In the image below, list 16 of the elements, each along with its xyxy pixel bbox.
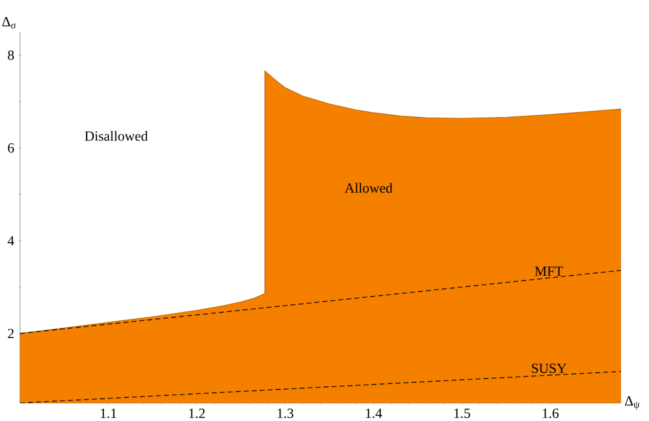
y-tick-label: 6 (8, 143, 14, 153)
x-tick-label: 1.1 (100, 408, 116, 418)
series-label: SUSY (532, 364, 566, 374)
annotation: Disallowed (84, 130, 148, 141)
x-tick-label: 1.3 (278, 408, 294, 418)
annotation: Allowed (344, 182, 392, 193)
x-tick-label: 1.6 (542, 408, 559, 418)
y-axis-title: Δ$_{σ}$ (2, 17, 16, 28)
y-tick-label: 8 (8, 50, 14, 60)
x-axis-title: Δ$_{ψ}$ (625, 396, 640, 410)
x-tick-label: 1.5 (454, 408, 470, 418)
y-tick-label: 2 (8, 328, 14, 338)
x-tick-label: 1.4 (366, 408, 382, 418)
y-tick-label: 4 (8, 236, 14, 246)
series-label: MFT (534, 266, 563, 276)
x-tick-label: 1.2 (189, 408, 205, 418)
